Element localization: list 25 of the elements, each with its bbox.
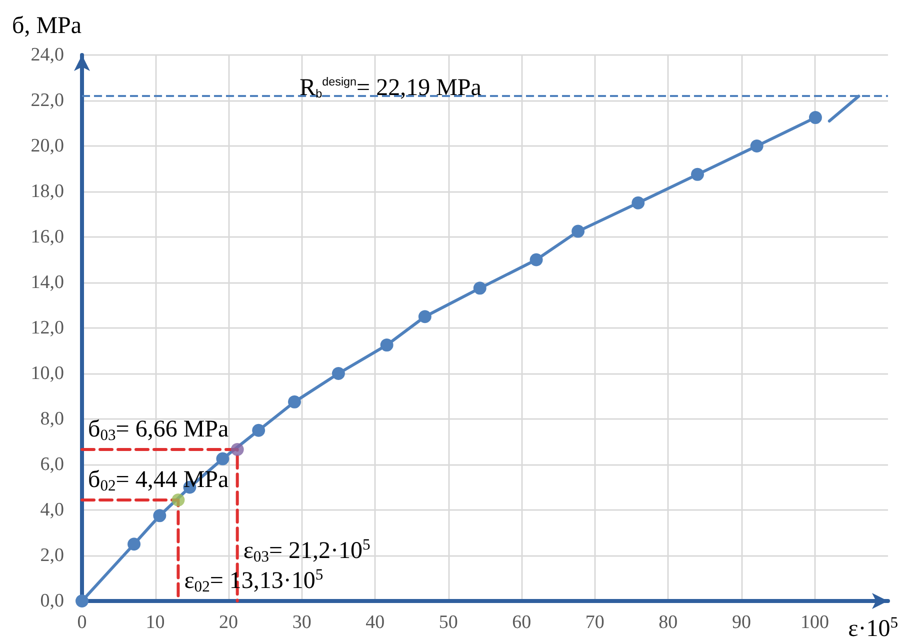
y-tick-label: 6,0 xyxy=(40,454,64,475)
x-tick-label: 0 xyxy=(77,612,87,633)
y-tick-label: 16,0 xyxy=(30,226,64,248)
x-tick-label: 60 xyxy=(512,612,532,633)
y-tick-label: 20,0 xyxy=(30,136,64,156)
y-tick-label: 12,0 xyxy=(30,318,64,338)
x-tick-label: 20 xyxy=(219,612,238,633)
y-tick-label: 10,0 xyxy=(30,363,64,384)
x-tick-label: 100 xyxy=(800,612,829,633)
y-tick-label: 24,0 xyxy=(30,44,64,66)
y-tick-label: 22,0 xyxy=(30,90,64,111)
y-tick-label: 4,0 xyxy=(40,500,64,520)
y-tick-label: 8,0 xyxy=(40,408,64,430)
x-tick-label: 70 xyxy=(585,612,604,633)
y-tick-label: 14,0 xyxy=(30,272,64,293)
x-tick-label: 40 xyxy=(366,612,385,633)
x-tick-label: 30 xyxy=(292,612,312,633)
y-tick-label: 2,0 xyxy=(40,545,64,566)
x-tick-label: 50 xyxy=(438,612,458,633)
x-tick-label: 90 xyxy=(732,612,751,633)
y-tick-label: 18,0 xyxy=(30,181,64,202)
x-tick-label: 80 xyxy=(658,612,678,633)
y-axis-title: б, MPa xyxy=(12,13,82,39)
y-tick-label: 0,0 xyxy=(40,590,64,612)
x-tick-label: 10 xyxy=(146,612,165,633)
